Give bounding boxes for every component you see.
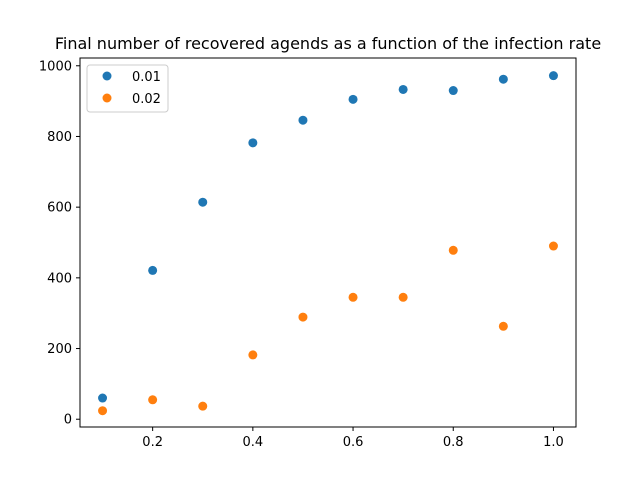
legend-label-series-1: 0.01	[132, 70, 161, 85]
legend-marker-series-2	[102, 93, 112, 103]
legend: 0.01 0.02	[86, 64, 169, 113]
data-point-series-1	[548, 71, 558, 81]
x-tick-label: 1.0	[543, 435, 564, 450]
legend-marker-series-1	[102, 71, 112, 81]
data-points	[98, 71, 558, 416]
y-tick-label: 0	[64, 413, 72, 428]
y-tick-label: 200	[47, 342, 72, 357]
x-tick-label: 0.4	[243, 435, 264, 450]
data-point-series-1	[398, 84, 408, 94]
x-tick-label: 0.6	[343, 435, 364, 450]
data-point-series-1	[248, 138, 258, 148]
data-point-series-1	[198, 197, 208, 207]
data-point-series-1	[98, 393, 108, 403]
y-tick-label: 400	[47, 271, 72, 286]
data-point-series-1	[148, 265, 158, 275]
data-point-series-2	[298, 312, 308, 322]
x-tick-label: 0.2	[142, 435, 163, 450]
data-point-series-2	[198, 401, 208, 411]
data-point-series-2	[98, 406, 108, 416]
data-point-series-1	[348, 94, 358, 104]
x-axis-ticks: 0.2 0.4 0.6 0.8 1.0	[142, 427, 564, 450]
data-point-series-2	[548, 241, 558, 251]
x-tick-label: 0.8	[443, 435, 464, 450]
plot-area-frame	[79, 57, 577, 428]
y-tick-label: 1000	[39, 59, 72, 74]
data-point-series-1	[498, 74, 508, 84]
y-tick-label: 800	[47, 130, 72, 145]
legend-label-series-2: 0.02	[132, 92, 161, 107]
data-point-series-2	[348, 292, 358, 302]
data-point-series-2	[248, 350, 258, 360]
data-point-series-2	[448, 245, 458, 255]
data-point-series-1	[448, 86, 458, 96]
y-tick-label: 600	[47, 201, 72, 216]
data-point-series-2	[148, 395, 158, 405]
data-point-series-1	[298, 115, 308, 125]
chart-title: Final number of recovered agends as a fu…	[55, 34, 601, 53]
data-point-series-2	[498, 321, 508, 331]
y-axis-ticks: 0 200 400 600 800 1000	[39, 59, 80, 428]
data-point-series-2	[398, 292, 408, 302]
